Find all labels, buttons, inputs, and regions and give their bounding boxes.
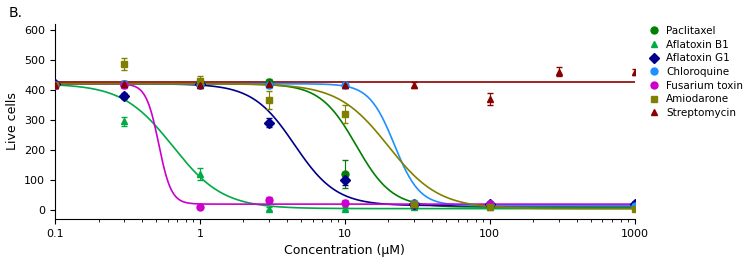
Streptomycin xyxy=(340,84,350,87)
Paclitaxel xyxy=(630,203,639,206)
Line: Aflatoxin G1: Aflatoxin G1 xyxy=(52,80,638,208)
Streptomycin xyxy=(554,70,563,73)
Aflatoxin B1 xyxy=(119,120,128,123)
Line: Streptomycin: Streptomycin xyxy=(52,68,638,102)
Chloroquine xyxy=(195,84,204,87)
Chloroquine xyxy=(265,84,274,87)
Aflatoxin G1 xyxy=(195,82,204,85)
Aflatoxin B1 xyxy=(195,173,204,176)
Paclitaxel xyxy=(119,82,128,85)
X-axis label: Concentration (μM): Concentration (μM) xyxy=(284,244,405,257)
Aflatoxin G1 xyxy=(410,203,419,206)
Aflatoxin G1 xyxy=(485,203,494,206)
Paclitaxel xyxy=(50,84,59,87)
Streptomycin xyxy=(410,84,419,87)
Fusarium toxin xyxy=(485,203,494,206)
Fusarium toxin xyxy=(265,198,274,201)
Amiodarone xyxy=(630,207,639,210)
Streptomycin xyxy=(630,70,639,73)
Text: B.: B. xyxy=(8,6,22,20)
Fusarium toxin xyxy=(410,203,419,206)
Aflatoxin G1 xyxy=(50,82,59,85)
Line: Chloroquine: Chloroquine xyxy=(52,80,638,209)
Fusarium toxin xyxy=(340,201,350,204)
Chloroquine xyxy=(340,84,350,87)
Amiodarone xyxy=(265,99,274,102)
Line: Aflatoxin B1: Aflatoxin B1 xyxy=(52,82,493,212)
Paclitaxel xyxy=(410,204,419,207)
Aflatoxin G1 xyxy=(265,121,274,124)
Fusarium toxin xyxy=(195,206,204,209)
Amiodarone xyxy=(119,63,128,66)
Chloroquine xyxy=(119,82,128,85)
Amiodarone xyxy=(410,203,419,206)
Aflatoxin B1 xyxy=(410,206,419,209)
Streptomycin xyxy=(50,84,59,87)
Chloroquine xyxy=(630,204,639,207)
Streptomycin xyxy=(485,97,494,100)
Paclitaxel xyxy=(340,173,350,176)
Aflatoxin G1 xyxy=(119,94,128,97)
Paclitaxel xyxy=(265,81,274,84)
Amiodarone xyxy=(50,84,59,87)
Paclitaxel xyxy=(195,81,204,84)
Chloroquine xyxy=(410,201,419,204)
Aflatoxin B1 xyxy=(340,207,350,210)
Aflatoxin G1 xyxy=(630,203,639,206)
Streptomycin xyxy=(265,82,274,85)
Y-axis label: Live cells: Live cells xyxy=(5,93,19,150)
Aflatoxin B1 xyxy=(485,206,494,209)
Fusarium toxin xyxy=(50,84,59,87)
Streptomycin xyxy=(195,84,204,87)
Amiodarone xyxy=(195,79,204,82)
Fusarium toxin xyxy=(119,84,128,87)
Line: Paclitaxel: Paclitaxel xyxy=(52,79,638,209)
Aflatoxin B1 xyxy=(265,207,274,210)
Amiodarone xyxy=(485,206,494,209)
Streptomycin xyxy=(119,82,128,85)
Legend: Paclitaxel, Aflatoxin B1, Aflatoxin G1, Chloroquine, Fusarium toxin, Amiodarone,: Paclitaxel, Aflatoxin B1, Aflatoxin G1, … xyxy=(646,25,745,119)
Line: Fusarium toxin: Fusarium toxin xyxy=(52,82,493,211)
Chloroquine xyxy=(50,84,59,87)
Aflatoxin B1 xyxy=(50,84,59,87)
Chloroquine xyxy=(485,203,494,206)
Paclitaxel xyxy=(485,204,494,207)
Amiodarone xyxy=(340,112,350,115)
Line: Amiodarone: Amiodarone xyxy=(52,61,638,212)
Aflatoxin G1 xyxy=(340,179,350,182)
